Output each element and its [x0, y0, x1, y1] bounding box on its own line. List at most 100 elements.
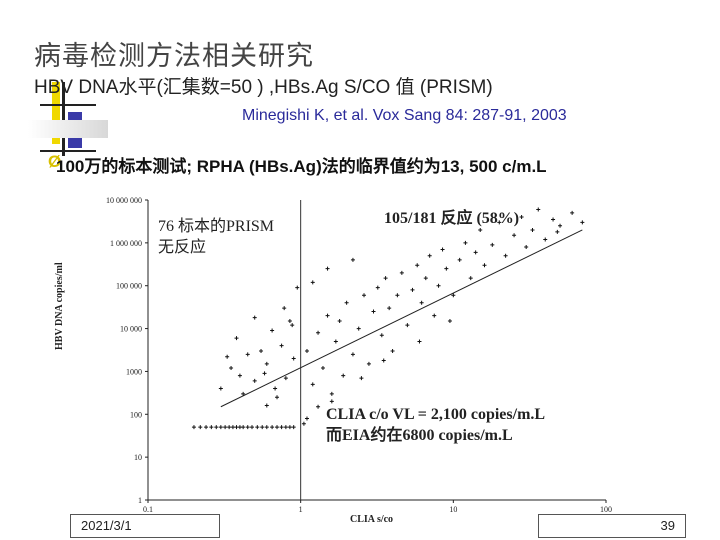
data-point: [395, 293, 400, 298]
data-point: [478, 227, 483, 232]
data-point: [279, 425, 284, 430]
annotation-nonreactive: 76 标本的PRISM 无反应: [158, 216, 274, 258]
decor-bar-black-horizontal: [40, 104, 96, 106]
data-point: [383, 276, 388, 281]
data-point: [304, 416, 309, 421]
annotation-clia-line1: CLIA c/o VL = 2,100 copies/m.L: [326, 406, 546, 423]
data-point: [241, 425, 246, 430]
data-point: [237, 373, 242, 378]
data-point: [282, 306, 287, 311]
data-point: [273, 386, 278, 391]
data-point: [250, 425, 255, 430]
citation: Minegishi K, et al. Vox Sang 84: 287-91,…: [242, 107, 567, 124]
data-point: [245, 425, 250, 430]
data-point: [275, 425, 280, 430]
data-point: [344, 300, 349, 305]
data-point: [227, 425, 232, 430]
data-point: [234, 336, 239, 341]
data-point: [570, 210, 575, 215]
data-point: [371, 309, 376, 314]
decor-bar-black-vertical: [62, 82, 65, 156]
y-tick-label: 10: [134, 453, 142, 462]
y-axis-label: HBV DNA copies/ml: [54, 262, 65, 350]
data-point: [530, 227, 535, 232]
data-point: [218, 386, 223, 391]
data-point: [490, 242, 495, 247]
data-point: [503, 253, 508, 258]
data-point: [329, 399, 334, 404]
data-point: [473, 250, 478, 255]
data-point: [350, 352, 355, 357]
data-point: [218, 425, 223, 430]
data-point: [290, 323, 295, 328]
data-point: [316, 404, 321, 409]
data-point: [440, 247, 445, 252]
annotation-nonreactive-line1: 76 标本的PRISM: [158, 218, 275, 235]
data-point: [512, 233, 517, 238]
data-point: [225, 354, 230, 359]
data-point: [362, 293, 367, 298]
data-point: [463, 240, 468, 245]
x-tick-label: 100: [600, 505, 612, 514]
data-point: [468, 276, 473, 281]
data-point: [287, 319, 292, 324]
bullet-text: 100万的标本测试; RPHA (HBs.Ag)法的临界值约为13, 500 c…: [56, 157, 547, 176]
y-tick-label: 1000: [126, 367, 142, 376]
data-point: [337, 319, 342, 324]
data-point: [519, 215, 524, 220]
data-point: [310, 280, 315, 285]
footer-date: 2021/3/1: [70, 514, 220, 538]
data-point: [279, 343, 284, 348]
data-point: [350, 257, 355, 262]
data-point: [457, 257, 462, 262]
data-point: [260, 425, 265, 430]
data-point: [379, 333, 384, 338]
data-point: [381, 358, 386, 363]
data-point: [270, 328, 275, 333]
slide-title: 病毒检测方法相关研究: [34, 41, 314, 72]
data-point: [230, 425, 235, 430]
x-axis-label: CLIA s/co: [350, 514, 394, 525]
y-tick-label: 10 000: [120, 325, 142, 334]
data-point: [555, 229, 560, 234]
decor-bar-grey-horizontal: [28, 120, 108, 138]
data-point: [419, 300, 424, 305]
data-point: [524, 245, 529, 250]
annotation-nonreactive-line2: 无反应: [158, 239, 207, 256]
data-point: [451, 293, 456, 298]
data-point: [214, 425, 219, 430]
annotation-clia-line2: 而EIA约在6800 copies/m.L: [326, 427, 513, 444]
data-point: [270, 425, 275, 430]
data-point: [356, 326, 361, 331]
data-point: [287, 425, 292, 430]
data-point: [375, 285, 380, 290]
data-point: [405, 323, 410, 328]
data-point: [432, 313, 437, 318]
data-point: [275, 395, 280, 400]
data-point: [427, 253, 432, 258]
data-point: [366, 361, 371, 366]
slide-subtitle: HBV DNA水平(汇集数=50 ) ,HBs.Ag S/CO 值 (PRISM…: [34, 77, 493, 98]
data-point: [536, 207, 541, 212]
data-point: [191, 425, 196, 430]
data-point: [320, 366, 325, 371]
data-point: [551, 217, 556, 222]
data-point: [304, 348, 309, 353]
data-point: [283, 425, 288, 430]
data-point: [423, 276, 428, 281]
data-point: [291, 425, 296, 430]
data-point: [417, 339, 422, 344]
data-point: [390, 348, 395, 353]
x-tick-label: 0.1: [143, 505, 153, 514]
data-point: [223, 425, 228, 430]
annotation-clia-cutoff: CLIA c/o VL = 2,100 copies/m.L 而EIA约在680…: [326, 404, 545, 446]
data-point: [252, 315, 257, 320]
y-tick-label: 1: [138, 496, 142, 505]
data-point: [387, 306, 392, 311]
y-tick-label: 10 000 000: [106, 196, 142, 205]
y-tick-label: 100 000: [116, 282, 142, 291]
data-point: [436, 283, 441, 288]
data-point: [234, 425, 239, 430]
data-point: [482, 263, 487, 268]
